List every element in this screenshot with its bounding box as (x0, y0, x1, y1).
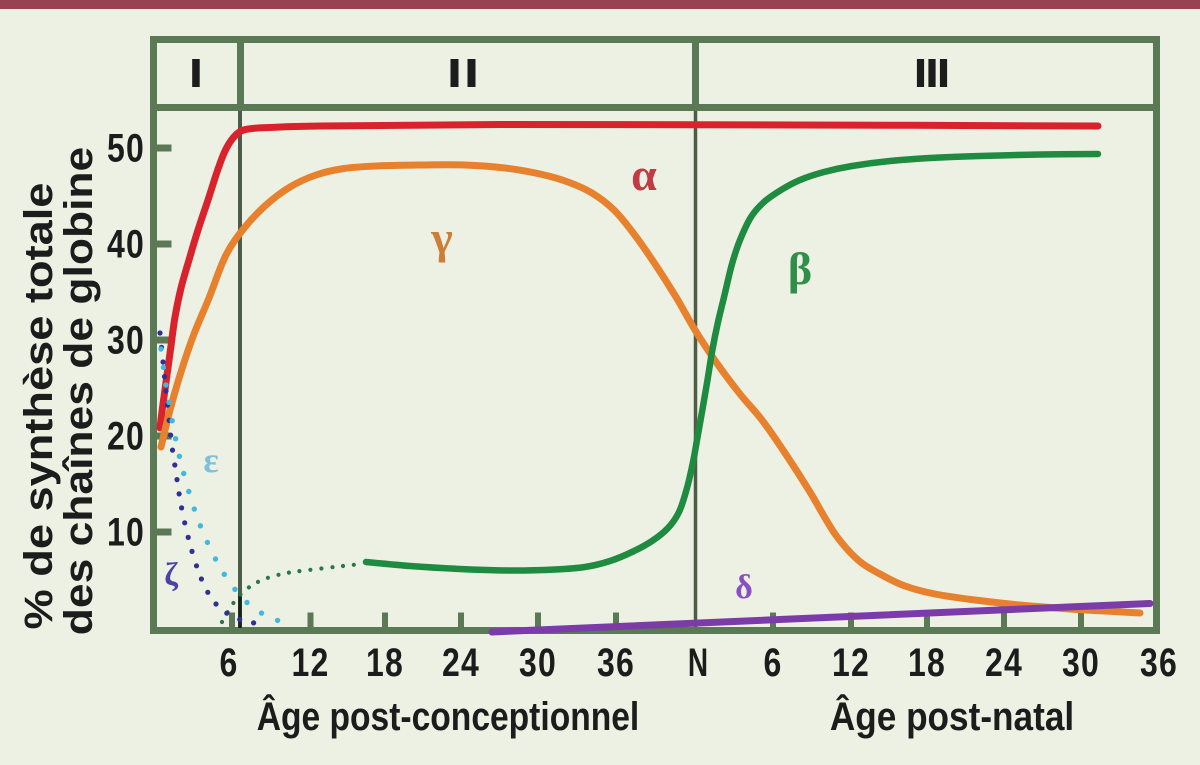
svg-text:30: 30 (519, 640, 557, 685)
svg-text:N: N (688, 641, 708, 685)
svg-text:Âge post-conceptionnel: Âge post-conceptionnel (257, 693, 640, 738)
svg-text:20: 20 (107, 413, 145, 458)
svg-text:24: 24 (442, 640, 480, 685)
svg-text:% de synthèse totale: % de synthèse totale (16, 183, 61, 630)
svg-text:12: 12 (291, 640, 329, 685)
svg-text:36: 36 (1140, 640, 1178, 685)
svg-text:18: 18 (366, 640, 404, 685)
svg-text:ε: ε (203, 440, 218, 480)
svg-text:10: 10 (107, 509, 145, 554)
svg-text:β: β (788, 243, 812, 294)
svg-text:6: 6 (219, 640, 238, 685)
svg-text:δ: δ (735, 569, 753, 606)
svg-text:6: 6 (763, 640, 782, 685)
svg-text:30: 30 (107, 317, 145, 362)
svg-text:α: α (631, 149, 657, 200)
svg-text:24: 24 (985, 640, 1023, 685)
svg-text:36: 36 (597, 640, 635, 685)
svg-text:30: 30 (1062, 640, 1100, 685)
svg-text:40: 40 (107, 221, 145, 266)
svg-text:Âge post-natal: Âge post-natal (830, 694, 1074, 739)
svg-text:γ: γ (430, 212, 453, 263)
svg-text:50: 50 (107, 125, 145, 170)
svg-text:des chaînes de globine: des chaînes de globine (56, 147, 100, 635)
svg-text:18: 18 (908, 640, 946, 685)
svg-text:12: 12 (832, 640, 870, 685)
svg-text:ζ: ζ (164, 557, 178, 593)
